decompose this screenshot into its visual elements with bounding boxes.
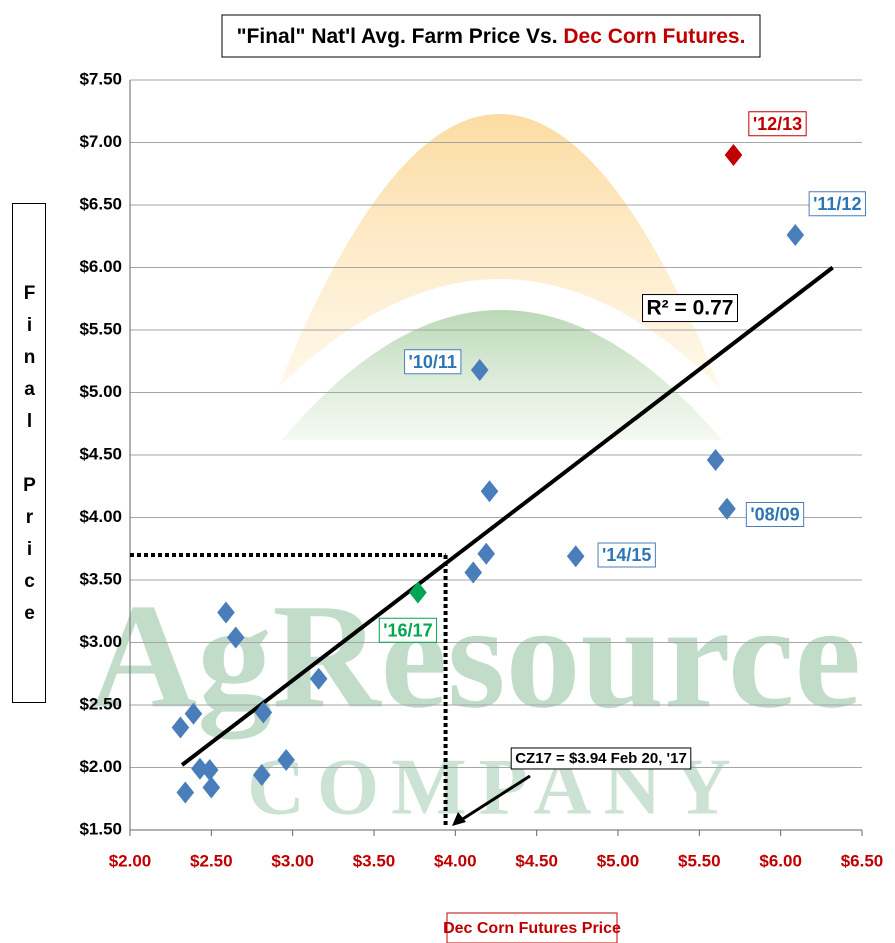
data-point [724, 144, 743, 166]
y-tick-label: $7.00 [79, 132, 122, 151]
point-label: '08/09 [750, 505, 799, 525]
data-point [718, 497, 736, 520]
y-tick-label: $3.00 [79, 632, 122, 651]
y-axis-label: Final Price [12, 203, 46, 703]
x-tick-label: $5.00 [597, 851, 640, 870]
x-tick-label: $2.00 [109, 851, 152, 870]
chart-title: "Final" Nat'l Avg. Farm Price Vs. Dec Co… [237, 25, 746, 48]
data-point [191, 757, 209, 780]
data-point [470, 359, 489, 381]
data-point [277, 749, 295, 771]
y-tick-label: $4.50 [79, 444, 122, 463]
x-tick-label: $4.00 [434, 851, 477, 870]
x-label-box [446, 912, 618, 943]
data-point [706, 449, 725, 471]
arrow [457, 774, 531, 824]
data-point [202, 776, 221, 799]
label-box [378, 617, 438, 643]
data-point [176, 781, 195, 804]
title-box [221, 14, 761, 58]
arrowhead [452, 812, 466, 826]
data-point [252, 764, 271, 786]
data-point [786, 224, 805, 246]
y-tick-label: $6.00 [79, 257, 122, 276]
watermark-arc [282, 310, 722, 440]
y-tick-label: $1.50 [79, 819, 122, 838]
data-point [184, 702, 203, 725]
x-tick-label: $5.50 [678, 851, 721, 870]
point-label: '12/13 [753, 114, 802, 134]
label-box [748, 111, 807, 137]
x-tick-label: $4.50 [515, 851, 558, 870]
point-label: '16/17 [383, 620, 432, 640]
y-tick-label: $7.50 [79, 69, 122, 88]
y-tick-label: $3.50 [79, 569, 122, 588]
label-box [597, 542, 656, 568]
title-part: "Final" Nat'l Avg. Farm Price Vs. [237, 25, 558, 48]
watermark-arc [278, 114, 720, 388]
point-label: '10/11 [409, 352, 457, 372]
data-point [254, 701, 273, 724]
data-point [226, 626, 245, 649]
label-box [510, 747, 692, 770]
data-point [200, 759, 219, 781]
x-tick-label: $6.50 [841, 851, 884, 870]
y-tick-label: $2.00 [79, 757, 122, 776]
plot: $1.50 $2.00 $2.50 $3.00 $3.50 $4.00 $4.50 $5.00… [79, 69, 883, 870]
data-point [464, 561, 483, 584]
data-point [566, 545, 585, 568]
point-label: R² = 0.77 [647, 297, 734, 320]
y-tick-label: $4.00 [79, 507, 122, 526]
trendline [180, 265, 834, 767]
x-tick-label: $6.00 [759, 851, 802, 870]
y-tick-label: $2.50 [79, 694, 122, 713]
data-point [309, 667, 328, 690]
data-point [171, 716, 190, 739]
watermark: AgResource [89, 573, 861, 739]
y-tick-label: $5.00 [79, 382, 122, 401]
data-point [409, 581, 427, 604]
point-label: '11/12 [813, 194, 861, 214]
title-part: Dec Corn Futures. [563, 25, 745, 48]
label-box [404, 349, 462, 375]
label-box [745, 502, 805, 527]
y-tick-label: $6.50 [79, 194, 122, 213]
data-point [480, 480, 499, 503]
x-tick-label: $3.00 [271, 851, 314, 870]
label-box [642, 294, 738, 323]
x-axis-label: Dec Corn Futures Price [443, 920, 621, 937]
data-point [217, 601, 235, 624]
x-tick-label: $2.50 [190, 851, 233, 870]
y-tick-label: $5.50 [79, 319, 122, 338]
label-box [808, 191, 866, 217]
data-point [477, 542, 496, 565]
point-label: '14/15 [602, 545, 651, 565]
x-tick-label: $3.50 [353, 851, 396, 870]
point-label: CZ17 = $3.94 Feb 20, '17 [515, 750, 687, 767]
